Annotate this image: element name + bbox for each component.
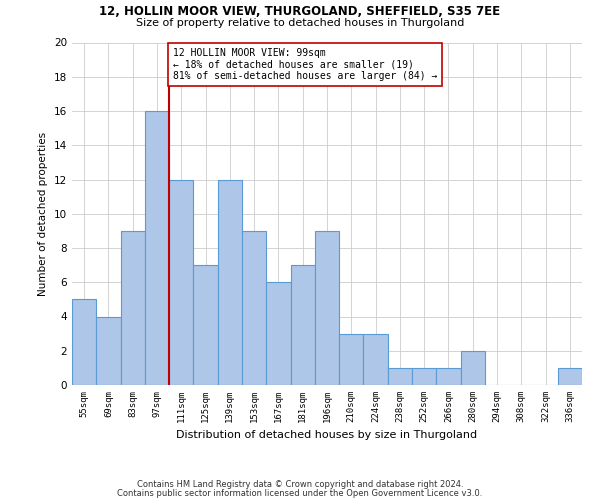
Bar <box>388 368 412 385</box>
Bar <box>364 334 388 385</box>
Bar <box>218 180 242 385</box>
Bar <box>145 111 169 385</box>
Text: Contains public sector information licensed under the Open Government Licence v3: Contains public sector information licen… <box>118 488 482 498</box>
Bar <box>169 180 193 385</box>
Bar <box>436 368 461 385</box>
Bar <box>315 231 339 385</box>
Bar <box>461 351 485 385</box>
Text: 12, HOLLIN MOOR VIEW, THURGOLAND, SHEFFIELD, S35 7EE: 12, HOLLIN MOOR VIEW, THURGOLAND, SHEFFI… <box>100 5 500 18</box>
Y-axis label: Number of detached properties: Number of detached properties <box>38 132 49 296</box>
Bar <box>412 368 436 385</box>
Bar <box>193 265 218 385</box>
Bar <box>339 334 364 385</box>
Bar <box>96 316 121 385</box>
Bar <box>72 300 96 385</box>
X-axis label: Distribution of detached houses by size in Thurgoland: Distribution of detached houses by size … <box>176 430 478 440</box>
Text: Contains HM Land Registry data © Crown copyright and database right 2024.: Contains HM Land Registry data © Crown c… <box>137 480 463 489</box>
Bar <box>558 368 582 385</box>
Bar <box>121 231 145 385</box>
Bar <box>266 282 290 385</box>
Text: Size of property relative to detached houses in Thurgoland: Size of property relative to detached ho… <box>136 18 464 28</box>
Bar <box>242 231 266 385</box>
Text: 12 HOLLIN MOOR VIEW: 99sqm
← 18% of detached houses are smaller (19)
81% of semi: 12 HOLLIN MOOR VIEW: 99sqm ← 18% of deta… <box>173 48 437 81</box>
Bar <box>290 265 315 385</box>
